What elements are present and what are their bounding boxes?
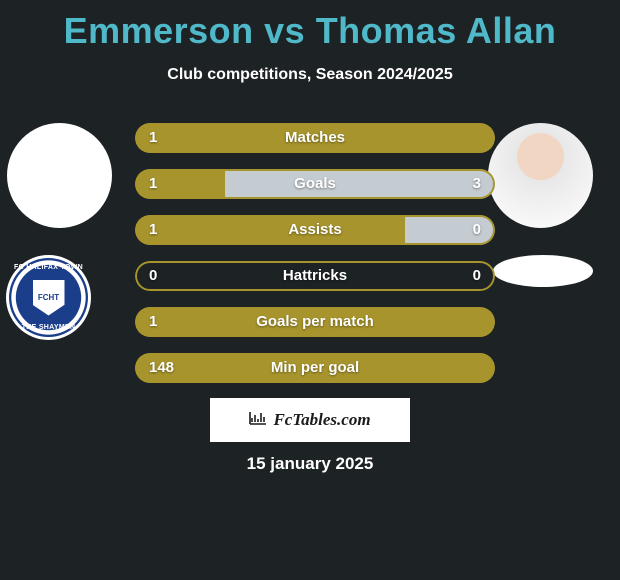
- club-right-badge: [493, 255, 593, 287]
- player-right-avatar: [488, 123, 593, 228]
- metric-label: Goals: [135, 169, 495, 199]
- metric-row: 1Goals per match: [135, 307, 495, 337]
- chart-icon: [249, 411, 267, 430]
- metric-row: 148Min per goal: [135, 353, 495, 383]
- comparison-bars: 1Matches 13Goals 10Assists 00Hattricks 1Goal…: [135, 123, 495, 399]
- club-left-badge: FC HALIFAX TOWN FCHT THE SHAYMEN: [6, 255, 106, 355]
- watermark: FcTables.com: [210, 398, 410, 442]
- watermark-text: FcTables.com: [273, 410, 370, 430]
- club-shield-icon: FCHT: [33, 280, 65, 316]
- club-bottom-text: THE SHAYMEN: [22, 324, 76, 331]
- metric-row: 10Assists: [135, 215, 495, 245]
- metric-label: Min per goal: [135, 353, 495, 383]
- placeholder-icon: [10, 161, 110, 191]
- club-crest-icon: FC HALIFAX TOWN FCHT THE SHAYMEN: [6, 255, 91, 340]
- metric-label: Matches: [135, 123, 495, 153]
- metric-row: 13Goals: [135, 169, 495, 199]
- metric-label: Goals per match: [135, 307, 495, 337]
- page-title: Emmerson vs Thomas Allan: [0, 0, 620, 52]
- metric-label: Hattricks: [135, 261, 495, 291]
- metric-row: 1Matches: [135, 123, 495, 153]
- date-label: 15 january 2025: [0, 454, 620, 474]
- player-left-avatar: [7, 123, 112, 228]
- metric-label: Assists: [135, 215, 495, 245]
- club-top-text: FC HALIFAX TOWN: [14, 264, 83, 271]
- page-subtitle: Club competitions, Season 2024/2025: [0, 66, 620, 84]
- metric-row: 00Hattricks: [135, 261, 495, 291]
